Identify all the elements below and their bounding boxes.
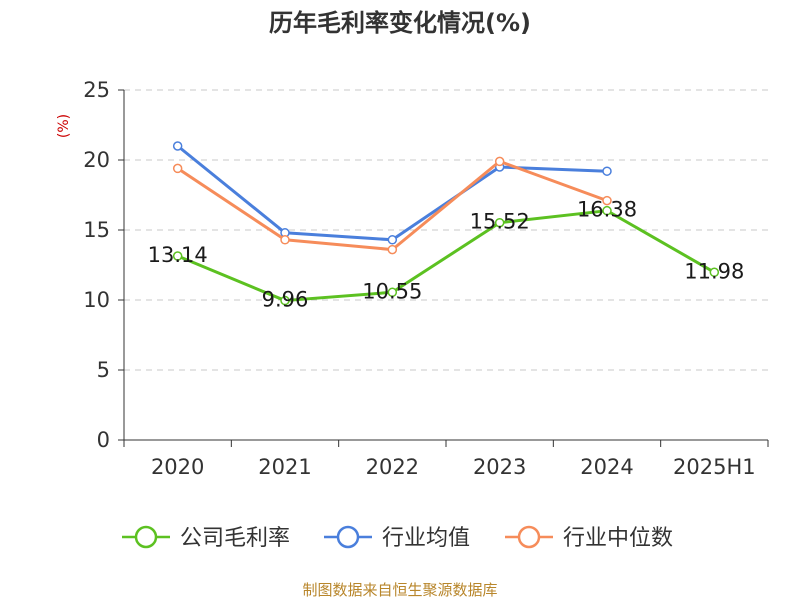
y-tick-label: 10 [83, 288, 110, 312]
data-point[interactable] [602, 205, 612, 216]
chart-title: 历年毛利率变化情况(%) [269, 9, 531, 37]
data-label: 9.96 [262, 288, 309, 312]
data-point[interactable] [280, 295, 290, 306]
legend-item-2[interactable]: 行业中位数 [505, 525, 673, 551]
x-tick-label: 2025H1 [673, 455, 756, 479]
data-point[interactable] [387, 287, 398, 298]
data-point[interactable] [172, 141, 183, 151]
data-labels: 13.14 9.96 10.55 15.52 16.38 11.98 [148, 198, 745, 312]
data-label: 16.38 [577, 198, 637, 222]
x-tick-label: 2023 [473, 455, 526, 479]
y-tick-label: 20 [83, 148, 110, 172]
data-point[interactable] [387, 244, 398, 255]
x-tick-label: 2022 [366, 455, 419, 479]
data-label: 13.14 [148, 243, 208, 267]
data-point[interactable] [602, 195, 612, 206]
legend-marker [134, 525, 158, 549]
y-axis-unit: (%) [56, 114, 72, 138]
data-point[interactable] [494, 156, 505, 167]
series-group [172, 141, 720, 306]
legend[interactable]: 公司毛利率 行业均值 行业中位数 [122, 525, 673, 551]
data-label: 10.55 [362, 279, 422, 303]
legend-item-1[interactable]: 行业均值 [324, 525, 470, 551]
legend-label: 公司毛利率 [180, 526, 290, 551]
x-tick-label: 2021 [258, 455, 311, 479]
data-label: 11.98 [684, 259, 744, 283]
legend-marker [336, 525, 360, 549]
legend-label: 行业中位数 [563, 526, 673, 551]
y-tick-label: 0 [97, 428, 110, 452]
x-tick-label: 2024 [580, 455, 633, 479]
y-tick-label: 5 [97, 358, 110, 382]
legend-label: 行业均值 [382, 526, 470, 551]
grid-lines [124, 89, 768, 371]
series-line-0 [177, 209, 716, 303]
data-point[interactable] [172, 163, 183, 174]
data-point[interactable] [602, 166, 612, 176]
data-label: 15.52 [470, 210, 530, 234]
legend-item-0[interactable]: 公司毛利率 [122, 525, 290, 551]
data-point[interactable] [709, 267, 720, 278]
data-point[interactable] [280, 235, 290, 245]
x-tick-label: 2020 [151, 455, 204, 479]
source-note: 制图数据来自恒生聚源数据库 [302, 581, 497, 599]
legend-marker [517, 525, 541, 549]
data-point[interactable] [494, 217, 505, 228]
y-tick-label: 25 [83, 78, 110, 102]
data-point[interactable] [387, 235, 398, 245]
y-tick-label: 15 [83, 218, 110, 242]
axes: 0 5 10 15 20 25 2020 2021 2022 2023 2024 2025H1 [83, 78, 769, 479]
data-point[interactable] [172, 251, 183, 261]
